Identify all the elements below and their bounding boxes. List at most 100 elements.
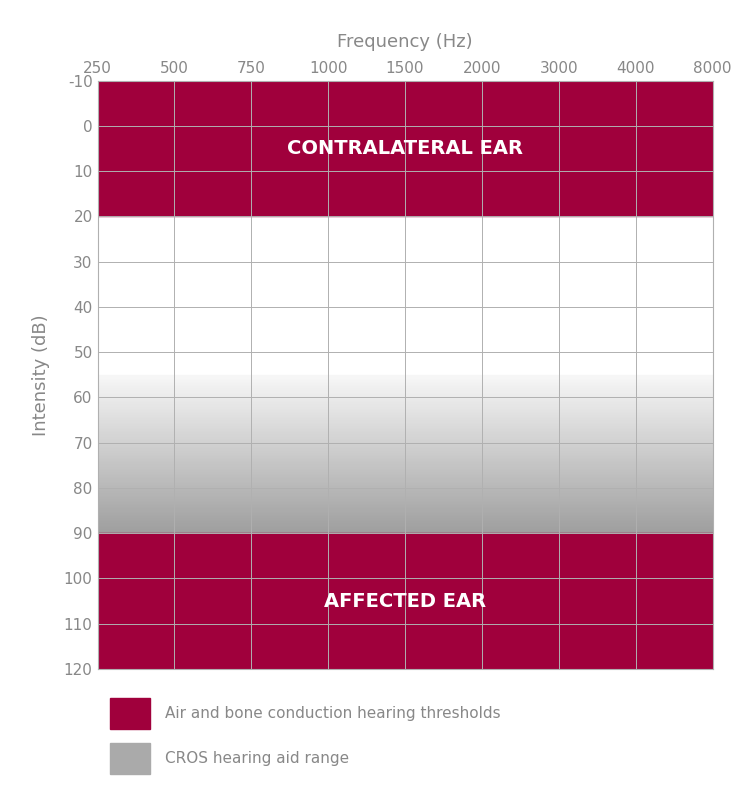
Bar (98, 432, 712, 434)
Bar (98, 414, 712, 416)
Bar (98, 438, 712, 440)
Bar (98, 467, 712, 468)
Bar (98, 393, 712, 394)
Bar (98, 488, 712, 489)
Bar (98, 426, 712, 427)
Text: Air and bone conduction hearing thresholds: Air and bone conduction hearing threshol… (165, 706, 501, 721)
Bar (98, 534, 712, 669)
Bar (98, 508, 712, 509)
Bar (98, 454, 712, 455)
Bar (98, 521, 712, 522)
Bar (98, 459, 712, 460)
Bar (98, 408, 712, 409)
Bar (98, 463, 712, 465)
Bar (98, 522, 712, 524)
Bar (98, 442, 712, 443)
Bar (98, 495, 712, 496)
Bar (98, 475, 712, 476)
Bar (98, 490, 712, 492)
Bar (98, 526, 712, 527)
Bar (98, 483, 712, 484)
X-axis label: Frequency (Hz): Frequency (Hz) (338, 33, 472, 51)
Bar (98, 81, 712, 216)
Bar (98, 435, 712, 437)
Bar (98, 381, 712, 383)
Bar (98, 429, 712, 430)
Bar (98, 509, 712, 511)
Bar (98, 481, 712, 483)
Bar (98, 498, 712, 500)
Bar (98, 532, 712, 534)
Bar (98, 489, 712, 490)
Bar (98, 413, 712, 414)
Bar (98, 530, 712, 532)
Bar (98, 452, 712, 454)
Bar (98, 486, 712, 488)
Bar (98, 519, 712, 521)
Bar (98, 380, 712, 381)
Bar (98, 418, 712, 419)
Bar (98, 492, 712, 493)
Bar (98, 465, 712, 467)
Bar (98, 468, 712, 470)
Bar (98, 434, 712, 435)
Bar (98, 451, 712, 452)
Bar (98, 503, 712, 505)
Bar (98, 480, 712, 481)
Bar (98, 449, 712, 451)
Bar (98, 446, 712, 447)
Bar (98, 396, 712, 397)
Bar (98, 524, 712, 526)
Bar (98, 424, 712, 426)
Bar (98, 400, 712, 401)
Bar (98, 384, 712, 386)
Bar (98, 457, 712, 459)
Bar (98, 401, 712, 403)
Bar (98, 397, 712, 398)
Bar (98, 405, 712, 406)
Bar (98, 444, 712, 446)
Bar (98, 416, 712, 418)
Bar (98, 527, 712, 529)
Bar (98, 472, 712, 473)
Bar (98, 517, 712, 519)
Text: CONTRALATERAL EAR: CONTRALATERAL EAR (287, 139, 523, 158)
Bar (98, 388, 712, 389)
Bar (98, 506, 712, 508)
Bar (98, 516, 712, 517)
Bar (98, 409, 712, 411)
Bar (110, 698, 150, 729)
Y-axis label: Intensity (dB): Intensity (dB) (32, 314, 50, 435)
Text: CROS hearing aid range: CROS hearing aid range (165, 751, 350, 766)
Bar (98, 406, 712, 408)
Bar (98, 437, 712, 438)
Bar (98, 383, 712, 384)
Bar (98, 470, 712, 472)
Bar (98, 473, 712, 475)
Bar (98, 462, 712, 463)
Bar (110, 743, 150, 774)
Text: AFFECTED EAR: AFFECTED EAR (324, 592, 486, 611)
Bar (98, 505, 712, 506)
Bar (98, 398, 712, 400)
Bar (98, 421, 712, 422)
Bar (98, 478, 712, 480)
Bar (98, 493, 712, 495)
Bar (98, 422, 712, 424)
Bar (98, 513, 712, 514)
Bar (98, 460, 712, 462)
Bar (98, 391, 712, 393)
Bar (98, 419, 712, 421)
Bar (98, 447, 712, 449)
Bar (98, 476, 712, 478)
Bar (98, 455, 712, 457)
Bar (98, 376, 712, 378)
Bar (98, 440, 712, 442)
Bar (98, 443, 712, 444)
Bar (98, 501, 712, 503)
Bar (98, 411, 712, 413)
Bar (98, 378, 712, 380)
Bar (98, 389, 712, 391)
Bar (98, 430, 712, 432)
Bar (98, 386, 712, 388)
